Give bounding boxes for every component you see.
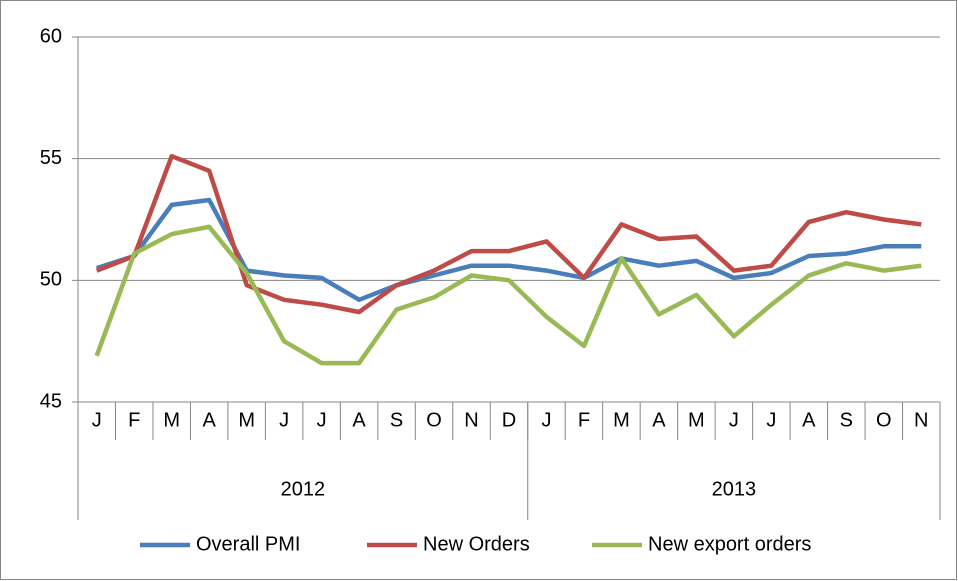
x-tick-label: O: [426, 409, 442, 431]
x-tick-label: A: [802, 409, 816, 431]
x-tick-label: J: [541, 409, 551, 431]
x-tick-label: M: [688, 409, 705, 431]
x-tick-label: A: [352, 409, 366, 431]
legend-label: Overall PMI: [196, 533, 300, 555]
x-tick-label: A: [203, 409, 217, 431]
y-tick-label: 60: [40, 25, 62, 47]
y-tick-label: 50: [40, 269, 62, 291]
x-tick-label: M: [613, 409, 630, 431]
x-tick-label: A: [652, 409, 666, 431]
series-line: [95, 153, 922, 315]
x-tick-label: J: [279, 409, 289, 431]
x-tick-label: S: [840, 409, 853, 431]
x-tick-label: S: [390, 409, 403, 431]
x-tick-label: J: [92, 409, 102, 431]
x-group-label: 2012: [281, 478, 326, 500]
series-line: [94, 224, 922, 366]
y-tick-label: 55: [40, 147, 62, 169]
legend-label: New export orders: [648, 533, 811, 555]
x-tick-label: O: [876, 409, 892, 431]
x-tick-label: N: [914, 409, 928, 431]
legend-label: New Orders: [423, 533, 530, 555]
x-tick-label: D: [502, 409, 516, 431]
x-tick-label: N: [464, 409, 478, 431]
x-group-label: 2013: [712, 478, 757, 500]
x-tick-label: J: [729, 409, 739, 431]
x-tick-label: J: [766, 409, 776, 431]
x-tick-label: J: [317, 409, 327, 431]
x-tick-label: M: [238, 409, 255, 431]
x-tick-label: F: [578, 409, 590, 431]
y-tick-label: 45: [40, 390, 62, 412]
x-tick-label: M: [163, 409, 180, 431]
x-tick-label: F: [128, 409, 140, 431]
